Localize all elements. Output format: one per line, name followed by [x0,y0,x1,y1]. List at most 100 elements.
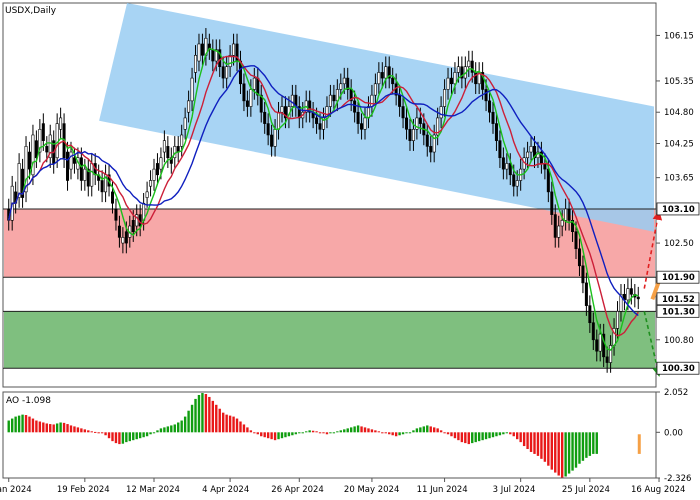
ao-bar [183,416,187,433]
ao-bar [422,426,426,433]
ao-bar [194,398,197,433]
candle-body [546,168,550,193]
candle-body [166,146,170,159]
candle-body [315,117,319,124]
ao-bar [391,432,394,436]
candle-body [619,293,623,312]
candle-body [121,237,125,244]
ao-bar [412,430,415,433]
ao-bar [491,432,495,438]
candle-body [401,106,405,119]
candle-body [460,66,464,79]
ao-bar [405,432,408,434]
ao-bar [291,432,294,436]
candle-body [609,345,613,363]
candle-body [183,117,187,130]
forecast-down-arrow [643,311,662,377]
date-label: 19 Feb 2024 [57,485,110,495]
ao-bar [426,425,429,433]
candle-body [24,146,28,193]
ao-bar [66,424,69,433]
ao-bar [439,430,443,433]
candle-body [346,77,350,90]
candle-body [363,117,367,130]
level-label-box [656,292,700,306]
candle-body [446,77,450,90]
ao-bar [42,422,45,433]
candle-body [159,157,163,170]
candle-body [318,123,322,130]
ao-bar [488,432,491,439]
ao-bar [349,427,353,433]
ao-bar [17,415,21,433]
candle-body [45,146,49,153]
ao-bar [38,421,42,433]
candle-body [584,282,588,306]
ao-bar [118,432,121,445]
candle-body [429,146,433,153]
candle-body [467,60,471,68]
level-label-box [656,202,700,216]
candle-body [449,77,453,85]
candle-body [290,94,294,107]
candle-body [408,128,412,141]
candle-body [443,89,447,107]
candle-body [21,168,25,198]
ao-bar [529,432,533,452]
candle-body [505,163,509,170]
ao-bar [211,400,215,433]
ao-bar [384,432,387,434]
candle-body [325,106,329,119]
ma-mid-line [8,55,639,337]
candle-body [605,356,609,363]
candle-body [418,117,422,124]
ao-bar [471,432,474,444]
ao-bar [436,428,439,433]
candle-body [356,111,360,124]
ao-bar [429,426,432,433]
candle-body [187,100,191,113]
price-tick-label: 106.15 [664,31,694,41]
date-label: 25 Jul 2024 [562,485,610,495]
ao-bar [69,425,73,433]
candle-body [131,220,135,232]
ao-bar [284,432,287,438]
ao-bar [356,425,360,433]
candle-body [180,134,184,147]
candle-body [200,43,204,56]
ao-bar [512,432,515,437]
candle-body [602,333,606,358]
ao-bar [235,418,239,433]
ao-bar [401,432,405,435]
ao-bar [31,418,35,433]
ao-bar [554,432,557,473]
candle-body [48,134,52,159]
candle-body [72,157,76,164]
ao-bar [588,432,592,456]
ao-bar [111,432,114,442]
ao-bar [132,432,135,441]
candle-body [598,333,602,352]
candle-body [173,146,177,159]
level-label: 100.30 [662,364,695,374]
ao-bar [443,432,446,434]
ao-bar [578,432,581,464]
candle-body [553,214,557,238]
ao-bar [221,412,225,433]
ao-tick-label: 2.052 [664,388,688,398]
candle-body [577,248,581,267]
ao-bar [287,432,291,437]
ao-bar [142,432,145,438]
current-price-marker [650,279,662,300]
candle-body [197,43,201,62]
candle-body [55,123,59,159]
resistance-zone [4,208,655,278]
candle-body [543,163,547,170]
candle-body [266,123,270,136]
ao-bar [94,431,97,433]
ao-bar [450,432,453,437]
price-pane [2,2,663,388]
ao-bar [204,394,208,433]
ao-bar [87,430,90,433]
